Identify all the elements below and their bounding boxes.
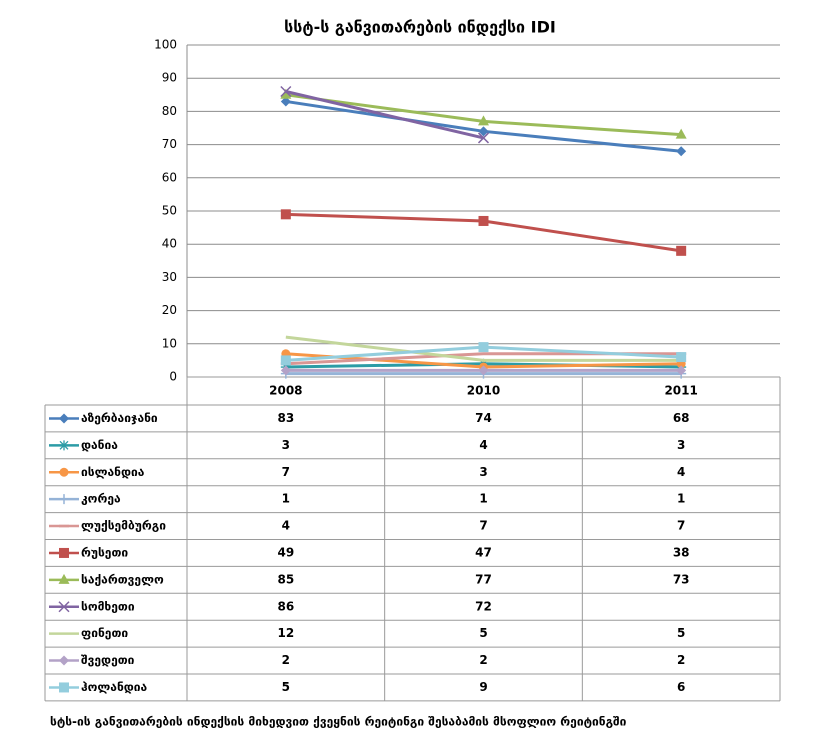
x-tick-label: 2008 bbox=[269, 384, 302, 398]
marker bbox=[59, 494, 69, 505]
series-line bbox=[285, 335, 682, 362]
marker bbox=[676, 352, 687, 363]
table-value: 83 bbox=[277, 411, 294, 425]
marker bbox=[280, 85, 292, 98]
marker bbox=[676, 365, 687, 376]
table-value: 2 bbox=[479, 653, 487, 667]
legend-label: კორეა bbox=[81, 492, 121, 506]
y-tick-label: 90 bbox=[162, 71, 177, 85]
table-value: 7 bbox=[677, 519, 685, 533]
y-tick-label: 10 bbox=[162, 336, 177, 350]
marker bbox=[59, 440, 69, 451]
marker bbox=[59, 547, 69, 558]
table-value: 4 bbox=[677, 465, 685, 479]
table-value: 74 bbox=[475, 411, 492, 425]
y-tick-label: 30 bbox=[162, 270, 177, 284]
table-value: 7 bbox=[479, 519, 487, 533]
caption: სტს-ის განვითარების ინდექსის მიხედვით ქვ… bbox=[50, 715, 627, 729]
marker bbox=[59, 413, 69, 424]
table-value: 9 bbox=[479, 680, 487, 694]
table-value: 86 bbox=[277, 599, 294, 613]
legend-label: საქართველო bbox=[81, 572, 164, 586]
y-tick-label: 70 bbox=[162, 137, 177, 151]
table-value: 47 bbox=[475, 545, 492, 559]
table-value: 5 bbox=[282, 680, 290, 694]
marker bbox=[478, 215, 489, 226]
table-value: 5 bbox=[479, 626, 487, 640]
marker bbox=[478, 365, 489, 376]
table-value: 49 bbox=[277, 545, 294, 559]
table-value: 3 bbox=[479, 465, 487, 479]
table-value: 72 bbox=[475, 599, 492, 613]
legend-label: შვედეთი bbox=[81, 653, 135, 667]
marker bbox=[478, 126, 489, 137]
legend-label: აზერბაიჯანი bbox=[81, 411, 158, 425]
table-value: 73 bbox=[673, 572, 690, 586]
legend-label: სომხეთი bbox=[81, 599, 135, 613]
chart-title: სსტ-ს განვითარების ინდექსი IDI bbox=[284, 18, 556, 37]
x-tick-label: 2010 bbox=[467, 384, 500, 398]
legend-label: დანია bbox=[81, 438, 118, 452]
y-tick-label: 60 bbox=[162, 170, 177, 184]
marker bbox=[676, 245, 687, 256]
marker bbox=[58, 601, 70, 613]
marker bbox=[280, 355, 291, 366]
table-value: 12 bbox=[277, 626, 294, 640]
table-value: 4 bbox=[479, 438, 487, 452]
legend-label: რუსეთი bbox=[81, 545, 128, 559]
table-value: 6 bbox=[677, 680, 685, 694]
marker bbox=[676, 146, 687, 157]
series-line bbox=[285, 90, 484, 140]
marker bbox=[477, 132, 490, 144]
marker bbox=[58, 573, 70, 584]
table-value: 2 bbox=[282, 653, 290, 667]
y-tick-label: 50 bbox=[162, 204, 177, 218]
table-value: 68 bbox=[673, 411, 690, 425]
marker bbox=[59, 682, 69, 693]
legend-label: ფინეთი bbox=[81, 626, 128, 640]
marker bbox=[675, 128, 687, 139]
marker bbox=[59, 655, 69, 666]
table-value: 7 bbox=[282, 465, 290, 479]
y-tick-label: 80 bbox=[162, 104, 177, 118]
marker bbox=[280, 209, 291, 220]
marker bbox=[478, 115, 489, 126]
y-tick-label: 100 bbox=[154, 38, 177, 52]
y-tick-label: 40 bbox=[162, 237, 177, 251]
table-value: 38 bbox=[673, 545, 690, 559]
table-value: 1 bbox=[479, 492, 487, 506]
legend-label: ჰოლანდია bbox=[81, 680, 148, 694]
marker bbox=[280, 96, 291, 107]
y-tick-label: 20 bbox=[162, 303, 177, 317]
legend-label: ისლანდია bbox=[81, 465, 145, 479]
table-value: 4 bbox=[282, 519, 290, 533]
table-value: 2 bbox=[677, 653, 685, 667]
marker bbox=[59, 467, 69, 477]
table-value: 77 bbox=[475, 572, 492, 586]
marker bbox=[280, 365, 291, 376]
table-value: 1 bbox=[677, 492, 685, 506]
legend-label: ლუქსემბურგი bbox=[81, 519, 166, 533]
x-tick-label: 2011 bbox=[664, 384, 697, 398]
table-value: 85 bbox=[277, 572, 294, 586]
table-value: 5 bbox=[677, 626, 685, 640]
marker bbox=[478, 342, 489, 353]
table-value: 3 bbox=[282, 438, 290, 452]
table-value: 3 bbox=[677, 438, 685, 452]
marker bbox=[280, 88, 292, 99]
y-tick-label: 0 bbox=[169, 370, 177, 384]
table-value: 1 bbox=[282, 492, 290, 506]
